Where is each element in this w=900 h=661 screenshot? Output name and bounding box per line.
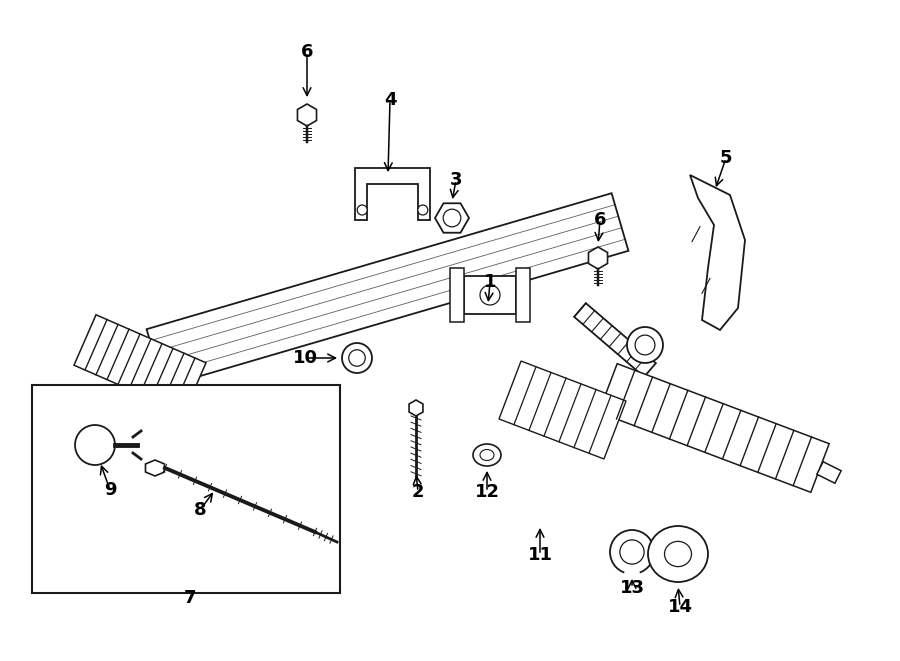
Polygon shape — [435, 204, 469, 233]
Polygon shape — [74, 315, 206, 413]
Text: 6: 6 — [594, 211, 607, 229]
Circle shape — [635, 335, 655, 355]
Text: 12: 12 — [474, 483, 500, 501]
Text: 5: 5 — [720, 149, 733, 167]
Text: 1: 1 — [484, 273, 496, 291]
Polygon shape — [516, 268, 530, 322]
Text: 11: 11 — [527, 546, 553, 564]
Circle shape — [480, 285, 500, 305]
Text: 14: 14 — [668, 598, 692, 616]
Polygon shape — [574, 303, 656, 377]
Polygon shape — [146, 460, 165, 476]
Bar — [32, 385, 340, 593]
Circle shape — [443, 209, 461, 227]
Text: 7: 7 — [184, 589, 196, 607]
Text: 6: 6 — [301, 43, 313, 61]
Text: 8: 8 — [194, 501, 206, 519]
Circle shape — [357, 205, 367, 215]
Text: 4: 4 — [383, 91, 396, 109]
Polygon shape — [589, 247, 608, 269]
Ellipse shape — [664, 541, 691, 566]
Text: 9: 9 — [104, 481, 116, 499]
Circle shape — [418, 205, 428, 215]
Ellipse shape — [480, 449, 494, 461]
Text: 3: 3 — [450, 171, 463, 189]
Circle shape — [610, 530, 654, 574]
Polygon shape — [298, 104, 317, 126]
Polygon shape — [410, 400, 423, 416]
Polygon shape — [598, 364, 829, 492]
Wedge shape — [626, 552, 638, 576]
Text: 13: 13 — [619, 579, 644, 597]
Polygon shape — [147, 193, 628, 387]
Bar — [464, 276, 516, 314]
Polygon shape — [450, 268, 464, 322]
Ellipse shape — [473, 444, 501, 466]
Circle shape — [342, 343, 372, 373]
Polygon shape — [690, 175, 745, 330]
Circle shape — [75, 425, 115, 465]
Circle shape — [349, 350, 365, 366]
Text: 2: 2 — [412, 483, 424, 501]
Polygon shape — [817, 462, 842, 483]
Circle shape — [620, 540, 644, 564]
Text: 10: 10 — [292, 349, 318, 367]
Circle shape — [627, 327, 663, 363]
Polygon shape — [355, 168, 430, 220]
Polygon shape — [499, 361, 626, 459]
Ellipse shape — [648, 526, 708, 582]
